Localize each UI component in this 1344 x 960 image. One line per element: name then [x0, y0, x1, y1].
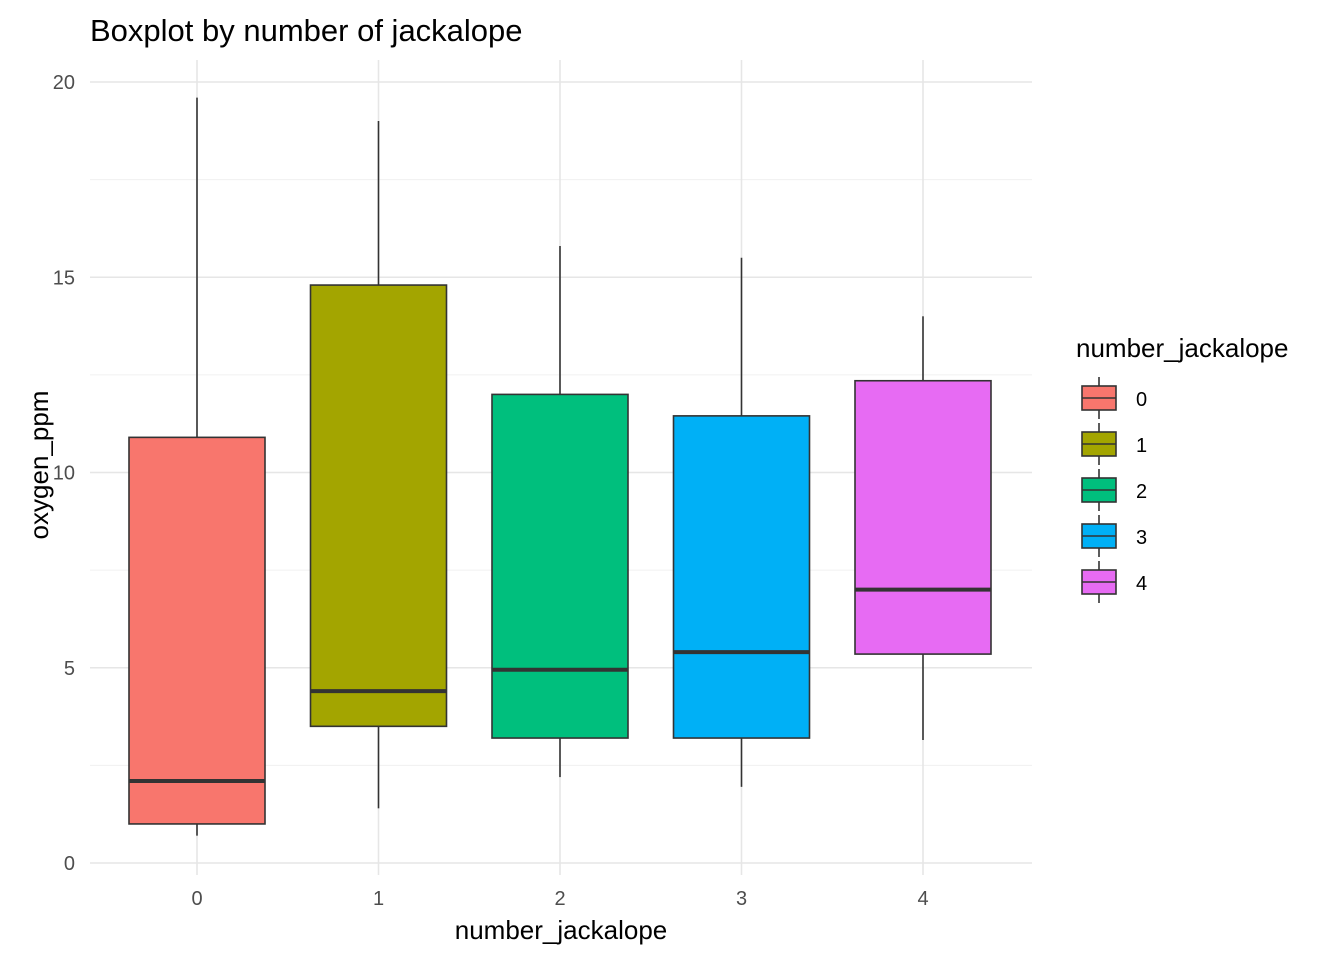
legend-item-4: 4 — [1081, 561, 1147, 603]
box-iqr — [128, 436, 266, 825]
box-1 — [309, 121, 448, 809]
legend-item-2: 2 — [1081, 469, 1147, 511]
legend-label: 0 — [1136, 389, 1147, 411]
legend-label: 2 — [1136, 481, 1147, 503]
x-tick-label: 4 — [917, 888, 928, 910]
box-4 — [854, 316, 992, 740]
box-iqr — [672, 415, 811, 739]
legend-title: number_jackalope — [1076, 333, 1288, 363]
legend-items: 0 1 2 3 4 — [1081, 377, 1147, 603]
legend-item-3: 3 — [1081, 515, 1147, 557]
legend-label: 1 — [1136, 435, 1147, 457]
y-axis-title: oxygen_ppm — [24, 391, 54, 540]
legend-label: 4 — [1136, 573, 1147, 595]
x-axis-ticks: 0 1 2 3 4 — [191, 888, 928, 910]
x-axis-title: number_jackalope — [455, 915, 667, 945]
y-tick-label: 20 — [53, 72, 75, 94]
x-tick-label: 2 — [554, 888, 565, 910]
y-tick-label: 5 — [64, 658, 75, 680]
legend-item-0: 0 — [1081, 377, 1147, 419]
box-2 — [491, 246, 629, 778]
box-0 — [128, 97, 266, 836]
y-axis-ticks: 0 5 10 15 20 — [53, 72, 75, 875]
y-tick-label: 10 — [53, 463, 75, 485]
box-iqr — [309, 284, 448, 728]
box-iqr — [854, 379, 992, 655]
box-iqr — [491, 393, 629, 739]
legend-item-1: 1 — [1081, 423, 1147, 465]
legend-label: 3 — [1136, 527, 1147, 549]
box-series — [128, 97, 992, 836]
x-tick-label: 3 — [736, 888, 747, 910]
x-tick-label: 0 — [191, 888, 202, 910]
y-tick-label: 0 — [64, 853, 75, 875]
legend: number_jackalope 0 1 2 3 4 — [1076, 333, 1288, 603]
box-3 — [672, 257, 811, 787]
y-tick-label: 15 — [53, 267, 75, 289]
chart-title: Boxplot by number of jackalope — [90, 13, 523, 48]
x-tick-label: 1 — [373, 888, 384, 910]
